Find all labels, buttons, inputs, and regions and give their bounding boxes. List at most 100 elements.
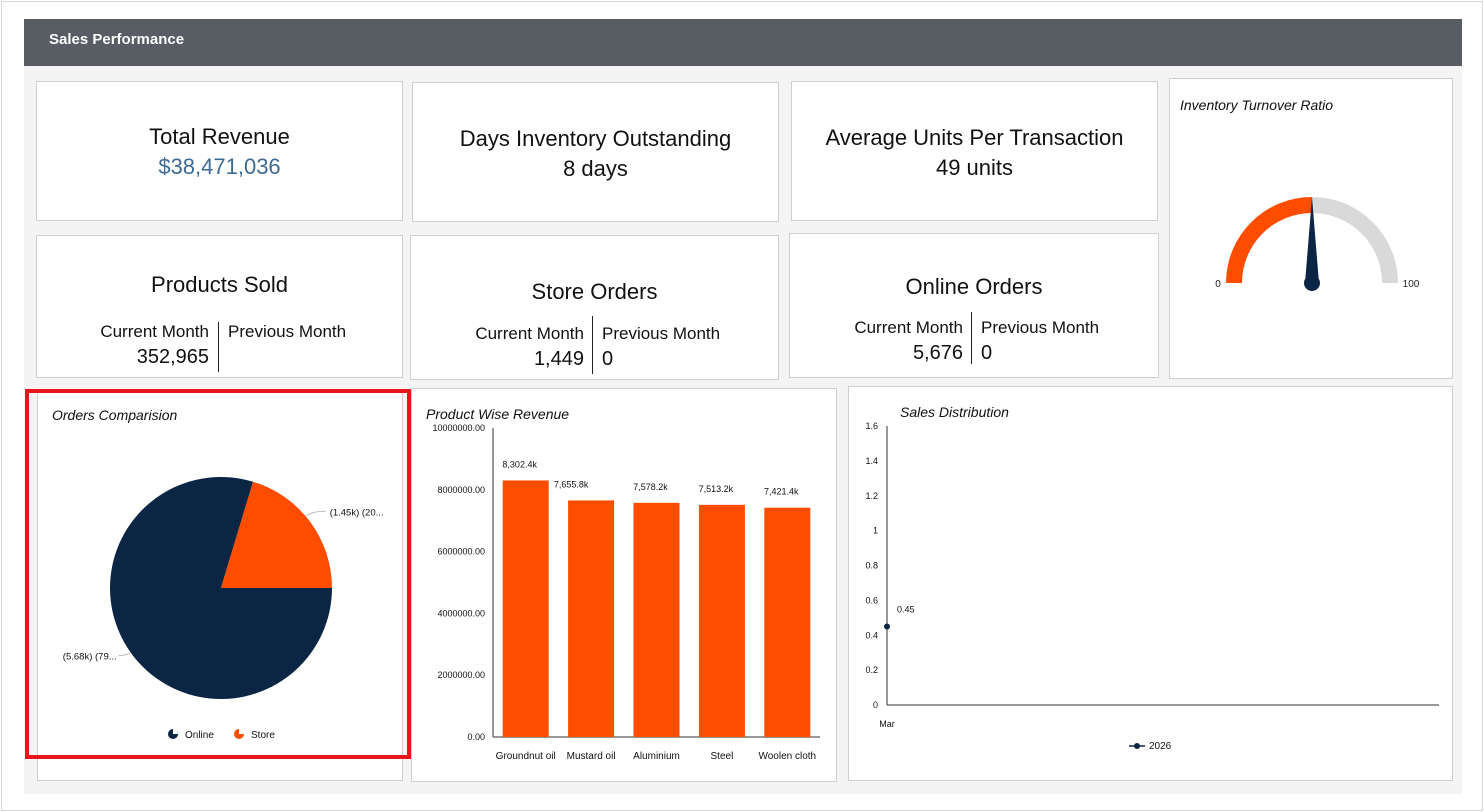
pie-chart-title: Orders Comparision (52, 407, 178, 423)
dashboard-header: Sales Performance (24, 19, 1462, 66)
pie-card-orders-comparison[interactable]: Orders Comparision (1.45k) (20... (5.68k)… (37, 392, 403, 781)
current-month-column: Current Month 5,676 (854, 318, 963, 365)
bar-groundnut-oil (502, 480, 549, 737)
current-month-value: 352,965 (136, 346, 209, 368)
x-tick-label: Aluminium (633, 751, 680, 762)
comparison-title: Online Orders (905, 274, 1043, 299)
previous-month-column: Previous Month 0 (981, 318, 1099, 365)
pie-leader-line (305, 510, 326, 517)
bar-steel (698, 504, 745, 737)
x-tick-label: Groundnut oil (496, 751, 556, 762)
bar-data-label: 8,302.4k (502, 459, 537, 469)
line-card-sales-distribution[interactable]: Sales Distribution 0 0.2 0.4 0.6 0.8 1 1.2 1.4 1… (848, 386, 1453, 781)
pie-leader-line (118, 652, 131, 656)
previous-month-value: 0 (602, 348, 614, 370)
kpi-title: Average Units Per Transaction (825, 125, 1124, 150)
y-tick-label: 2000000.00 (437, 670, 485, 680)
previous-month-value: 0 (981, 342, 993, 364)
bar-woolen-cloth (764, 507, 811, 737)
y-tick-label: 8000000.00 (437, 485, 485, 495)
bar-data-label: 7,421.4k (764, 487, 799, 497)
legend-marker-wedge (239, 729, 244, 734)
y-tick-label: 1.2 (865, 491, 878, 501)
x-tick-label: Mar (879, 719, 895, 729)
legend-item-2026: 2026 (1129, 741, 1172, 752)
line-chart: 0 0.2 0.4 0.6 0.8 1 1.2 1.4 1.6 Mar 0.45 2026 (865, 421, 1439, 752)
dashboard-title: Sales Performance (49, 31, 185, 48)
kpi-title: Total Revenue (149, 124, 290, 149)
bar-chart-title: Product Wise Revenue (426, 406, 570, 422)
previous-month-column: Previous Month (228, 322, 346, 346)
bar-chart: 0.00 2000000.00 4000000.00 6000000.00 800000… (432, 423, 820, 762)
y-tick-label: 0.6 (865, 595, 878, 605)
gauge-max-label: 100 (1403, 279, 1420, 290)
bar-mustard-oil (568, 500, 615, 737)
current-month-label: Current Month (100, 322, 209, 341)
line-data-label: 0.45 (897, 605, 915, 615)
comparison-card-store-orders[interactable]: Store Orders Current Month 1,449 Previou… (410, 235, 779, 380)
current-month-value: 5,676 (912, 342, 963, 364)
x-tick-label: Steel (711, 751, 734, 762)
legend-label: Online (185, 730, 214, 741)
y-tick-label: 1 (873, 526, 878, 536)
y-tick-label: 10000000.00 (432, 423, 485, 433)
y-tick-label: 0.00 (467, 732, 485, 742)
current-month-label: Current Month (854, 318, 963, 337)
comparison-title: Products Sold (151, 272, 288, 297)
previous-month-column: Previous Month 0 (602, 324, 720, 371)
current-month-value: 1,449 (533, 348, 584, 370)
kpi-value: $38,471,036 (158, 154, 281, 179)
current-month-column: Current Month 1,449 (475, 324, 584, 371)
kpi-value: 8 days (563, 156, 628, 181)
current-month-label: Current Month (475, 324, 584, 343)
pie-slice-store (221, 481, 332, 588)
previous-month-label: Previous Month (602, 324, 721, 343)
legend-label: 2026 (1149, 741, 1172, 752)
line-chart-title: Sales Distribution (900, 404, 1009, 420)
kpi-title: Days Inventory Outstanding (459, 126, 732, 151)
previous-month-label: Previous Month (228, 322, 347, 341)
y-tick-label: 1.4 (865, 456, 878, 466)
comparison-card-online-orders[interactable]: Online Orders Current Month 5,676 Previo… (789, 233, 1159, 378)
pie-data-label: (1.45k) (20... (330, 507, 384, 518)
legend-label: Store (251, 730, 275, 741)
y-tick-label: 6000000.00 (437, 547, 485, 557)
y-tick-label: 1.6 (865, 421, 878, 431)
gauge-title: Inventory Turnover Ratio (1180, 97, 1334, 113)
kpi-card-total-revenue[interactable]: Total Revenue $38,471,036 (36, 81, 403, 221)
legend-marker (1134, 743, 1140, 749)
legend-marker-wedge (173, 729, 178, 734)
pie-chart: (1.45k) (20... (5.68k) (79... Online Store (63, 477, 384, 741)
y-tick-label: 0 (873, 700, 878, 710)
y-tick-label: 4000000.00 (437, 608, 485, 618)
legend-item-online: Online (168, 729, 214, 741)
current-month-column: Current Month 352,965 (100, 322, 209, 369)
bar-data-label: 7,655.8k (554, 479, 589, 489)
legend-item-store: Store (234, 729, 275, 741)
gauge-needle (1305, 197, 1319, 283)
y-tick-label: 0.4 (865, 630, 878, 640)
gauge-track (1312, 197, 1398, 283)
gauge-fill (1226, 197, 1312, 283)
kpi-value: 49 units (935, 155, 1014, 180)
column-divider (971, 312, 972, 364)
line-point (884, 623, 890, 630)
gauge-chart: 0 100 (1215, 197, 1420, 291)
previous-month-label: Previous Month (981, 318, 1100, 337)
pie-data-label: (5.68k) (79... (63, 651, 117, 662)
kpi-card-days-inventory-outstanding[interactable]: Days Inventory Outstanding 8 days (412, 82, 779, 222)
x-tick-label: Mustard oil (567, 751, 616, 762)
x-tick-label: Woolen cloth (758, 751, 816, 762)
column-divider (592, 316, 593, 374)
comparison-card-products-sold[interactable]: Products Sold Current Month 352,965 Prev… (36, 235, 403, 378)
gauge-card-inventory-turnover-ratio[interactable]: Inventory Turnover Ratio 0 100 (1169, 78, 1453, 379)
comparison-title: Store Orders (531, 279, 658, 304)
bar-aluminium (633, 502, 680, 737)
kpi-card-average-units-per-transaction[interactable]: Average Units Per Transaction 49 units (791, 81, 1158, 221)
bar-card-product-wise-revenue[interactable]: Product Wise Revenue 0.00 2000000.00 40000… (411, 388, 837, 782)
y-tick-label: 0.2 (865, 665, 878, 675)
bar-data-label: 7,578.2k (633, 482, 668, 492)
gauge-min-label: 0 (1215, 279, 1221, 290)
bar-data-label: 7,513.2k (699, 484, 734, 494)
